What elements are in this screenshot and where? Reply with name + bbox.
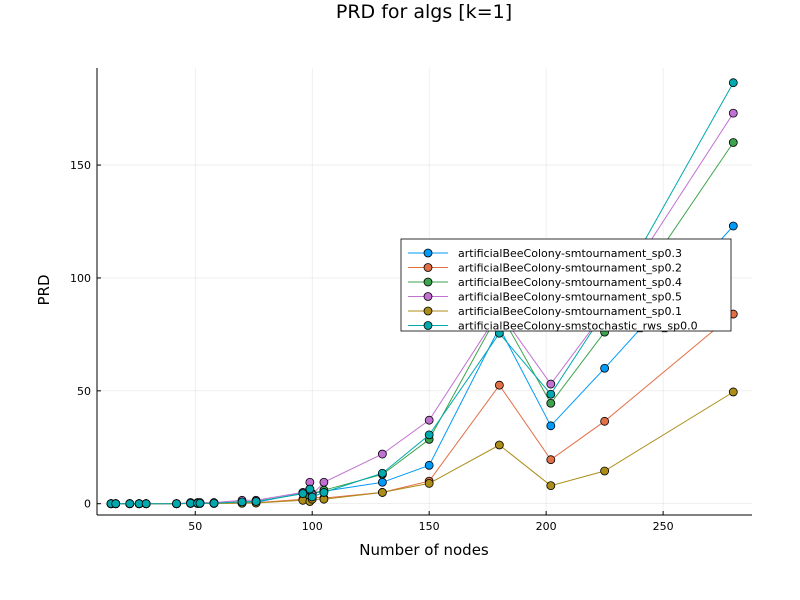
- legend-marker: [423, 277, 433, 287]
- y-tick-label: 50: [77, 385, 91, 398]
- data-point: [600, 363, 610, 373]
- legend-marker: [423, 321, 433, 330]
- x-tick-label: 50: [188, 520, 202, 533]
- y-tick-label: 150: [70, 159, 91, 172]
- data-point: [728, 78, 738, 88]
- legend-marker: [423, 292, 433, 301]
- data-point: [424, 415, 434, 425]
- tick-labels: 50 100 150 200 250 0 50 100 150: [70, 159, 674, 533]
- data-point: [377, 468, 387, 478]
- data-point: [111, 499, 121, 509]
- data-point: [600, 416, 610, 426]
- legend-label: artificialBeeColony-smtournament_sp0.2: [458, 262, 682, 275]
- y-tick-label: 0: [84, 498, 91, 511]
- axes: [96, 68, 752, 516]
- x-tick-label: 100: [302, 520, 323, 533]
- data-point: [546, 421, 556, 431]
- y-tick-label: 100: [70, 272, 91, 285]
- data-point: [195, 498, 205, 508]
- legend: artificialBeeColony-smtournament_sp0.3ar…: [400, 238, 732, 333]
- legend-label: artificialBeeColony-smtournament_sp0.5: [458, 291, 682, 304]
- data-point: [546, 389, 556, 399]
- legend-marker: [423, 248, 433, 258]
- series-group: [106, 78, 738, 509]
- data-point: [546, 455, 556, 465]
- legend-label: artificialBeeColony-smtournament_sp0.1: [458, 305, 682, 318]
- legend-label: artificialBeeColony-smtournament_sp0.4: [458, 276, 682, 289]
- data-point: [494, 440, 504, 450]
- data-point: [728, 221, 738, 231]
- data-point: [377, 449, 387, 459]
- legend-marker: [423, 306, 433, 316]
- data-point: [546, 398, 556, 408]
- x-tick-label: 250: [653, 520, 674, 533]
- data-point: [377, 477, 387, 487]
- data-point: [424, 460, 434, 470]
- legend-marker: [423, 263, 433, 272]
- data-point: [424, 478, 434, 488]
- data-point: [305, 484, 315, 494]
- data-point: [125, 499, 135, 509]
- data-point: [728, 387, 738, 397]
- data-point: [209, 498, 219, 508]
- data-point: [237, 497, 247, 507]
- data-point: [319, 477, 329, 487]
- data-point: [600, 466, 610, 476]
- y-axis-label: PRD: [35, 274, 53, 305]
- data-point: [728, 108, 738, 118]
- data-point: [141, 499, 151, 509]
- legend-label: artificialBeeColony-smtournament_sp0.3: [458, 247, 682, 260]
- data-point: [377, 488, 387, 497]
- series-5: [106, 78, 738, 509]
- data-point: [298, 489, 308, 498]
- data-point: [307, 492, 317, 502]
- chart-title: PRD for algs [k=1]: [336, 1, 512, 23]
- data-point: [728, 138, 738, 147]
- x-axis-label: Number of nodes: [359, 541, 489, 559]
- x-tick-label: 150: [419, 520, 440, 533]
- x-tick-label: 200: [536, 520, 557, 533]
- data-point: [494, 380, 504, 390]
- data-point: [251, 497, 261, 506]
- data-point: [546, 481, 556, 491]
- data-point: [546, 379, 556, 389]
- data-point: [319, 488, 329, 497]
- data-point: [172, 499, 181, 509]
- legend-box: [400, 238, 732, 332]
- data-point: [424, 430, 434, 440]
- legend-label: artificialBeeColony-smstochastic_rws_sp0…: [458, 320, 698, 333]
